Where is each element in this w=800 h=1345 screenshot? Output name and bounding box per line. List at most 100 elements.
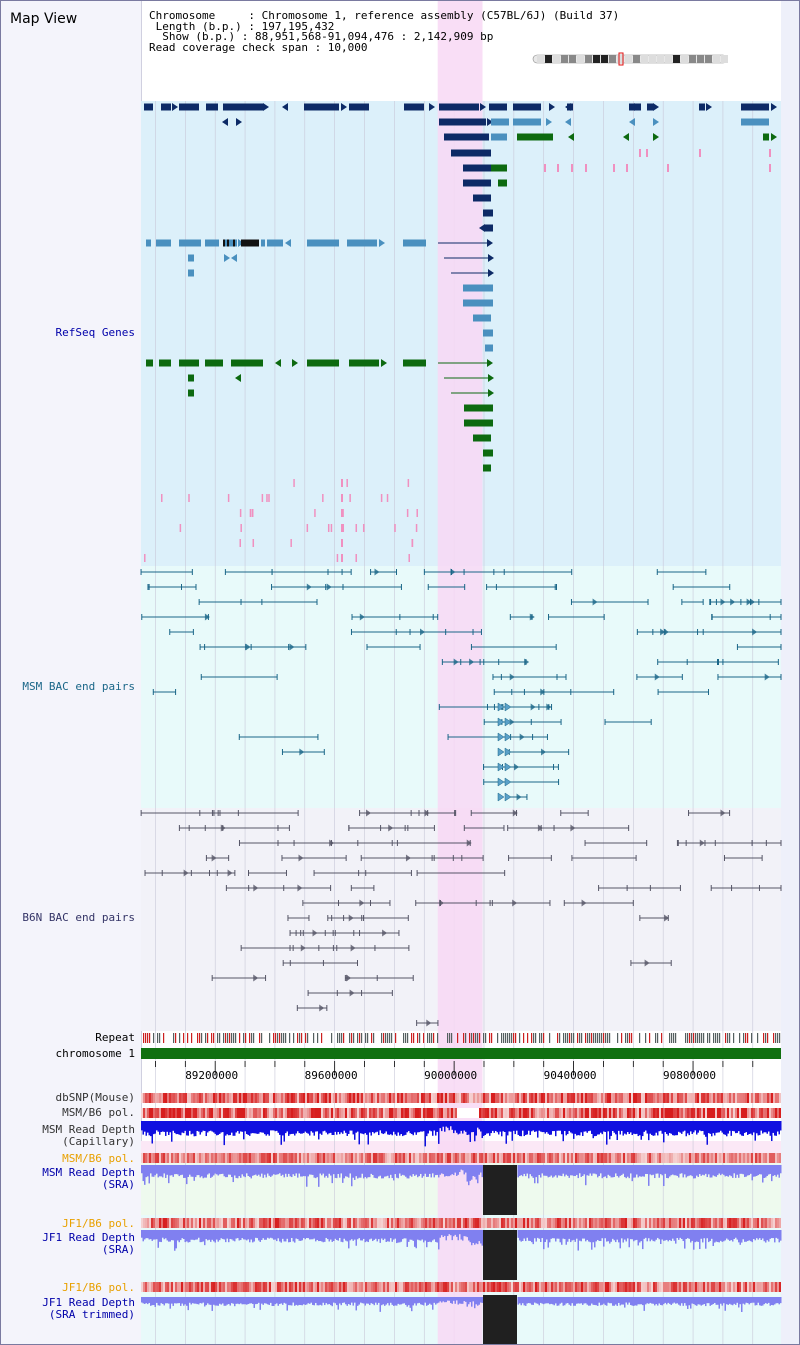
heat-cell [677,1282,679,1292]
heat-cell [335,1282,337,1292]
depth-bar [169,1165,171,1176]
heat-cell [379,1108,381,1118]
depth-bar [543,1121,545,1132]
heat-cell [293,1153,295,1163]
heat-cell [633,1218,635,1228]
depth-bar [639,1165,641,1177]
msm-bac-label[interactable]: MSM BAC end pairs [22,680,135,693]
jf1-sra-label[interactable]: JF1 Read Depth (SRA) [42,1231,135,1256]
msm-capillary-label[interactable]: MSM Read Depth (Capillary) [42,1123,135,1148]
heat-cell [709,1108,711,1118]
depth-bar [204,1297,206,1307]
pink-mark [341,494,343,502]
depth-bar [424,1230,426,1241]
refseq-genes-label[interactable]: RefSeq Genes [55,326,135,339]
heat-cell [615,1282,617,1292]
depth-bar [520,1165,522,1176]
repeat-mark [675,1033,677,1043]
repeat-mark [497,1033,499,1043]
depth-bar [141,1165,143,1174]
heat-cell [451,1093,453,1103]
depth-bar [372,1121,374,1133]
depth-bar [345,1121,347,1133]
heat-cell [603,1093,605,1103]
depth-bar [447,1121,449,1128]
depth-bar [706,1297,708,1304]
gene-exon [473,434,491,442]
depth-bar [772,1230,774,1239]
heat-cell [471,1108,473,1118]
depth-bar [582,1230,584,1239]
heat-cell [689,1282,691,1292]
heat-cell [473,1218,475,1228]
depth-bar [553,1297,555,1306]
heat-cell [609,1153,611,1163]
depth-bar [595,1165,597,1175]
heat-cell [227,1218,229,1228]
depth-bar [274,1121,276,1132]
heat-cell [405,1218,407,1228]
depth-bar [430,1230,432,1243]
depth-bar [465,1165,467,1173]
msm-pol-label[interactable]: MSM/B6 pol. [62,1106,135,1119]
depth-bar [229,1297,231,1306]
repeat-mark [685,1033,687,1043]
depth-bar [469,1165,471,1181]
heat-cell [225,1218,227,1228]
heat-cell [371,1282,373,1292]
heat-cell [263,1218,265,1228]
depth-bar [633,1297,635,1306]
depth-bar [340,1165,342,1174]
heat-cell [401,1218,403,1228]
pink-mark [188,494,190,502]
b6n-bac-label[interactable]: B6N BAC end pairs [22,911,135,924]
depth-bar [510,1121,512,1132]
depth-bar [357,1165,359,1179]
msm-sra-label[interactable]: MSM Read Depth (SRA) [42,1166,135,1191]
depth-bar [765,1121,767,1133]
repeat-mark [173,1033,175,1043]
jf1-pol2-label[interactable]: JF1/B6 pol. [62,1281,135,1294]
repeat-mark [213,1033,215,1043]
depth-bar [610,1297,612,1304]
heat-cell [587,1218,589,1228]
heat-cell [615,1093,617,1103]
dbsnp-label[interactable]: dbSNP(Mouse) [55,1091,135,1104]
heat-cell [285,1153,287,1163]
repeat-label[interactable]: Repeat [95,1031,135,1044]
heat-cell [569,1218,571,1228]
heat-cell [771,1093,773,1103]
depth-bar [568,1121,570,1131]
heat-cell [185,1153,187,1163]
depth-bar [666,1297,668,1305]
heat-cell [395,1108,397,1118]
heat-cell [375,1218,377,1228]
heat-cell [209,1282,211,1292]
heat-cell [739,1108,741,1118]
depth-bar [723,1297,725,1304]
heat-cell [295,1108,297,1118]
depth-bar [204,1121,206,1131]
depth-bar [252,1230,254,1243]
heat-cell [511,1153,513,1163]
heat-cell [153,1108,155,1118]
heat-cell [583,1093,585,1103]
heat-cell [761,1108,763,1118]
jf1-trimmed-label[interactable]: JF1 Read Depth (SRA trimmed) [42,1296,135,1321]
heat-cell [241,1282,243,1292]
heat-cell [773,1218,775,1228]
depth-bar [357,1297,359,1306]
jf1-pol-label[interactable]: JF1/B6 pol. [62,1217,135,1230]
heat-cell [683,1093,685,1103]
heat-cell [747,1093,749,1103]
msm-pol2-label[interactable]: MSM/B6 pol. [62,1152,135,1165]
depth-bar [262,1230,264,1239]
repeat-mark [599,1033,601,1043]
depth-bar [612,1165,614,1178]
gene-exon [483,209,493,217]
depth-bar [159,1121,161,1135]
heat-cell [687,1153,689,1163]
depth-bar [352,1121,354,1135]
heat-cell [673,1218,675,1228]
